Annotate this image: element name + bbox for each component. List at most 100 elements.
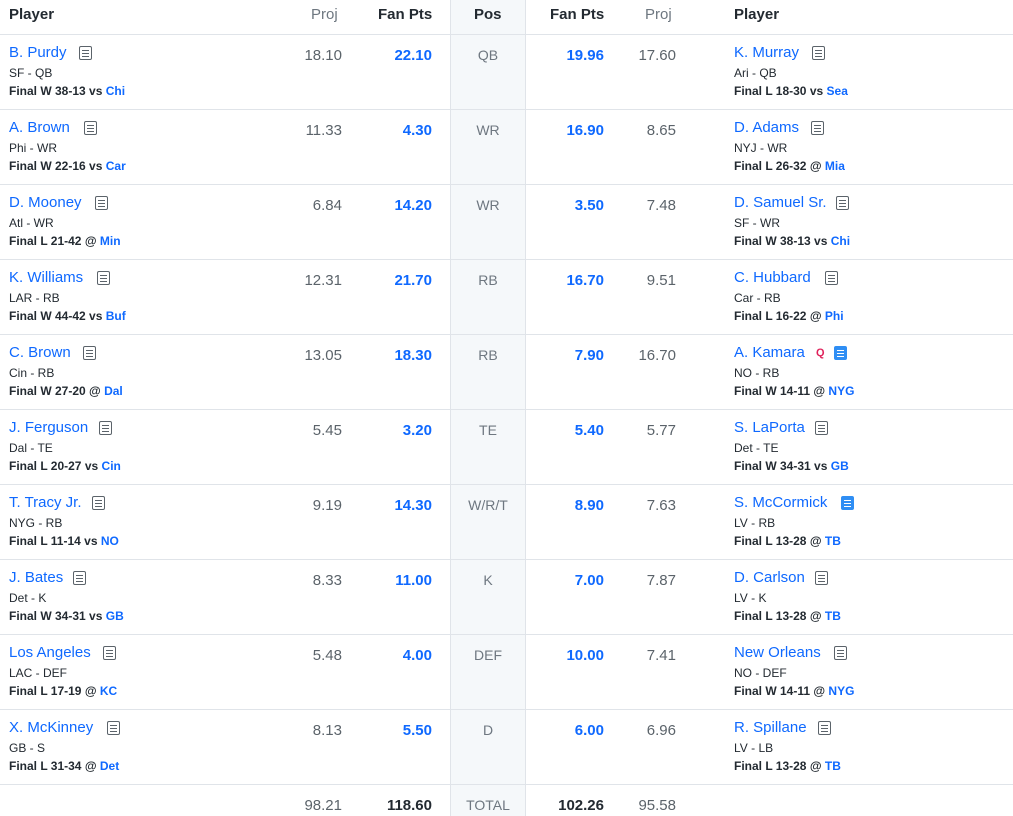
player-notes-icon[interactable] xyxy=(84,121,97,135)
player-name-link[interactable]: T. Tracy Jr. xyxy=(9,494,82,511)
player-name-link[interactable]: C. Brown xyxy=(9,344,71,361)
player-name-link[interactable]: C. Hubbard xyxy=(734,269,811,286)
game-score: Final W 14-11 xyxy=(734,384,811,398)
game-score: Final L 13-28 xyxy=(734,534,807,548)
fantasy-points: 14.20 xyxy=(394,197,432,214)
player-notes-icon[interactable] xyxy=(811,121,824,135)
header-left-proj: Proj xyxy=(311,6,338,23)
opponent-link[interactable]: Mia xyxy=(824,159,845,173)
player-notes-icon[interactable] xyxy=(107,721,120,735)
opponent-link[interactable]: Chi xyxy=(105,84,126,98)
player-name-link[interactable]: R. Spillane xyxy=(734,719,807,736)
player-team-position: Car - RB xyxy=(734,291,781,305)
player-team-position: NYG - RB xyxy=(9,516,63,530)
player-name-link[interactable]: A. Brown xyxy=(9,119,70,136)
game-result: Final L 31-34 @ Det xyxy=(9,759,119,773)
fantasy-points: 3.50 xyxy=(574,197,604,214)
projected-points: 9.51 xyxy=(646,272,676,289)
game-score: Final W 38-13 xyxy=(9,84,86,98)
player-name-link[interactable]: D. Carlson xyxy=(734,569,805,586)
total-label: TOTAL xyxy=(466,797,510,813)
player-notes-icon[interactable] xyxy=(92,496,105,510)
opponent-link[interactable]: Buf xyxy=(105,309,126,323)
projected-points: 13.05 xyxy=(304,347,342,364)
game-result: Final L 26-32 @ Mia xyxy=(734,159,845,173)
player-name-link[interactable]: B. Purdy xyxy=(9,44,67,61)
player-notes-icon[interactable] xyxy=(825,271,838,285)
player-team-position: Cin - RB xyxy=(9,366,55,380)
player-name-link[interactable]: New Orleans xyxy=(734,644,821,661)
total-right-fan-pts: 102.26 xyxy=(558,797,604,814)
game-location: vs xyxy=(89,309,103,323)
opponent-link[interactable]: Dal xyxy=(104,384,123,398)
player-name-link[interactable]: D. Adams xyxy=(734,119,800,136)
player-name-link[interactable]: D. Samuel Sr. xyxy=(734,194,827,211)
player-notes-icon[interactable] xyxy=(815,421,828,435)
projected-points: 5.48 xyxy=(312,647,342,664)
player-notes-icon[interactable] xyxy=(836,196,849,210)
opponent-link[interactable]: TB xyxy=(824,759,841,773)
fantasy-points: 18.30 xyxy=(394,347,432,364)
opponent-link[interactable]: NO xyxy=(100,534,119,548)
player-notes-icon[interactable] xyxy=(79,46,92,60)
player-notes-icon[interactable] xyxy=(99,421,112,435)
game-location: vs xyxy=(89,159,103,173)
player-team-position: LV - RB xyxy=(734,516,776,530)
opponent-link[interactable]: GB xyxy=(105,609,124,623)
player-name-link[interactable]: K. Murray xyxy=(734,44,800,61)
opponent-link[interactable]: Det xyxy=(99,759,120,773)
fantasy-points: 16.90 xyxy=(566,122,604,139)
game-result: Final L 20-27 vs Cin xyxy=(9,459,121,473)
player-notes-icon[interactable] xyxy=(73,571,86,585)
player-name-link[interactable]: X. McKinney xyxy=(9,719,94,736)
player-name-link[interactable]: A. Kamara xyxy=(734,344,805,361)
player-notes-icon[interactable] xyxy=(834,346,847,360)
projected-points: 7.87 xyxy=(646,572,676,589)
player-notes-icon[interactable] xyxy=(841,496,854,510)
projected-points: 8.33 xyxy=(312,572,342,589)
game-result: Final L 13-28 @ TB xyxy=(734,759,841,773)
player-name-link[interactable]: J. Ferguson xyxy=(9,419,89,436)
opponent-link[interactable]: Min xyxy=(99,234,121,248)
table-row: J. Bates Det - K Final W 34-31 vs GB 8.33 11… xyxy=(0,560,1013,635)
opponent-link[interactable]: Cin xyxy=(101,459,121,473)
header-right-fan-pts: Fan Pts xyxy=(550,6,605,23)
fantasy-points: 19.96 xyxy=(566,47,604,64)
game-result: Final L 17-19 @ KC xyxy=(9,684,117,698)
player-name-link[interactable]: J. Bates xyxy=(9,569,64,586)
player-name-link[interactable]: K. Williams xyxy=(9,269,84,286)
player-name-link[interactable]: D. Mooney xyxy=(9,194,82,211)
roster-position: WR xyxy=(476,122,500,138)
projected-points: 5.45 xyxy=(312,422,342,439)
player-name-link[interactable]: S. McCormick xyxy=(734,494,828,511)
projected-points: 8.65 xyxy=(646,122,676,139)
game-location: vs xyxy=(814,234,828,248)
player-notes-icon[interactable] xyxy=(83,346,96,360)
opponent-link[interactable]: NYG xyxy=(828,684,855,698)
player-team-position: LAR - RB xyxy=(9,291,60,305)
player-notes-icon[interactable] xyxy=(815,571,828,585)
player-notes-icon[interactable] xyxy=(95,196,108,210)
opponent-link[interactable]: Car xyxy=(105,159,126,173)
fantasy-points: 3.20 xyxy=(402,422,432,439)
game-location: @ xyxy=(809,534,822,548)
opponent-link[interactable]: Phi xyxy=(824,309,844,323)
player-team-position: NO - DEF xyxy=(734,666,787,680)
player-notes-icon[interactable] xyxy=(97,271,110,285)
opponent-link[interactable]: Chi xyxy=(830,234,851,248)
game-score: Final L 18-30 xyxy=(734,84,807,98)
game-location: @ xyxy=(84,684,97,698)
player-notes-icon[interactable] xyxy=(812,46,825,60)
opponent-link[interactable]: TB xyxy=(824,534,841,548)
opponent-link[interactable]: GB xyxy=(830,459,849,473)
opponent-link[interactable]: NYG xyxy=(828,384,855,398)
opponent-link[interactable]: TB xyxy=(824,609,841,623)
player-name-link[interactable]: S. LaPorta xyxy=(734,419,805,436)
player-notes-icon[interactable] xyxy=(834,646,847,660)
player-notes-icon[interactable] xyxy=(818,721,831,735)
opponent-link[interactable]: Sea xyxy=(826,84,848,98)
player-name-link[interactable]: Los Angeles xyxy=(9,644,91,661)
game-score: Final L 21-42 xyxy=(9,234,82,248)
player-notes-icon[interactable] xyxy=(103,646,116,660)
opponent-link[interactable]: KC xyxy=(99,684,118,698)
